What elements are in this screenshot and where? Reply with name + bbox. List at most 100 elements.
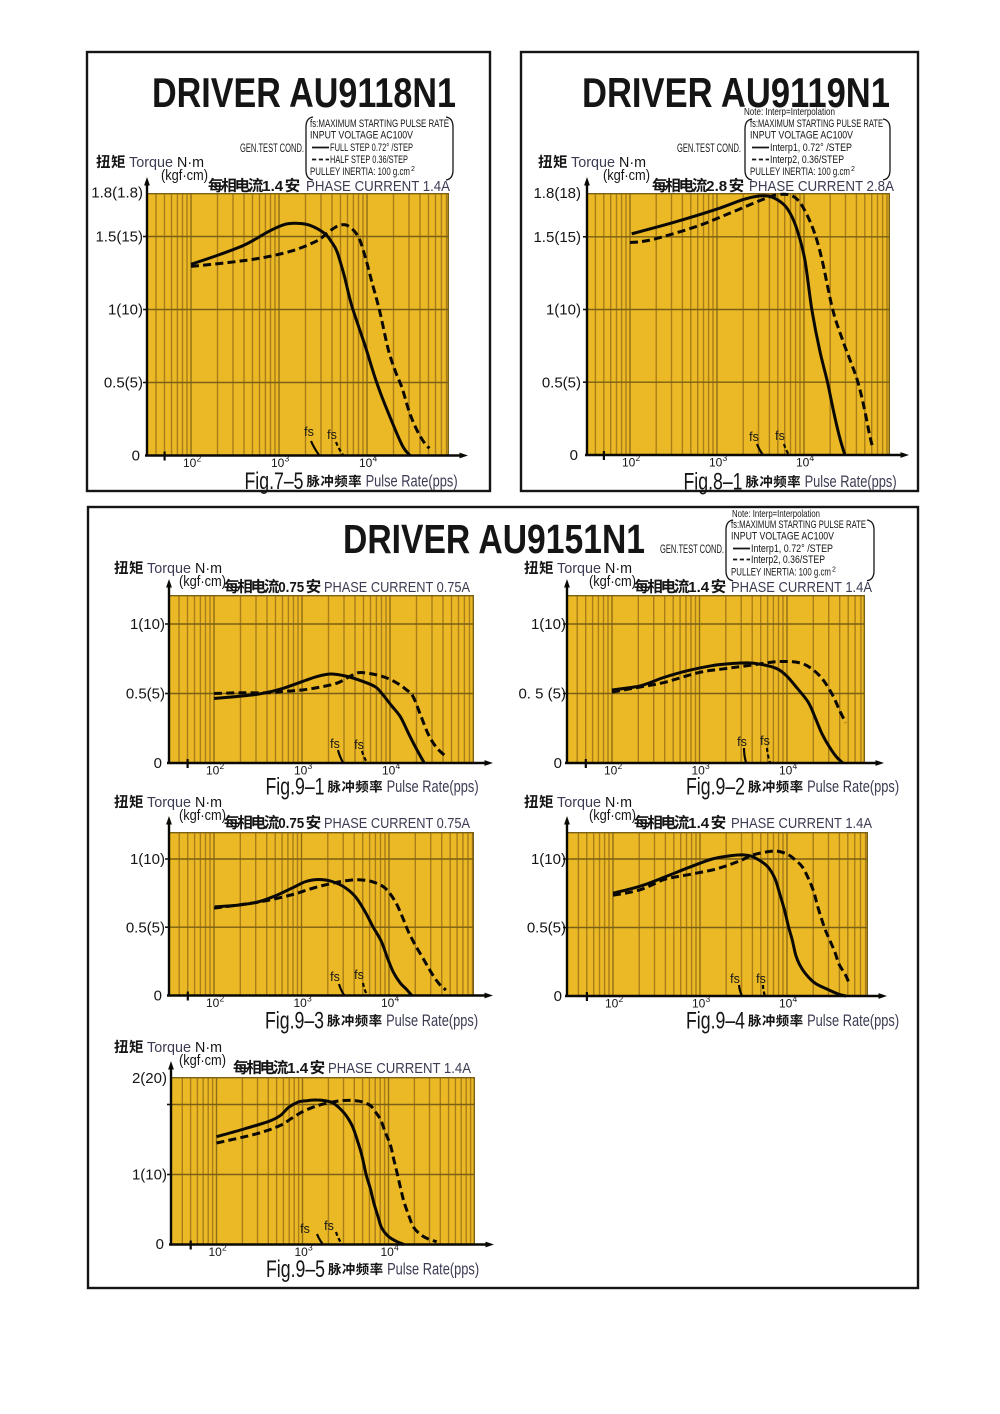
svg-text:1(10): 1(10): [531, 851, 566, 868]
svg-text:0: 0: [554, 755, 562, 772]
svg-text:10: 10: [271, 456, 285, 470]
svg-text:Fig.9–2: Fig.9–2: [686, 774, 745, 801]
svg-text:fs: fs: [756, 972, 766, 986]
svg-text:10: 10: [692, 764, 706, 778]
svg-text:0: 0: [156, 1236, 164, 1253]
svg-text:PULLEY INERTIA: 100 g.cm: PULLEY INERTIA: 100 g.cm: [310, 166, 410, 178]
svg-text:10: 10: [206, 764, 220, 778]
svg-text:0.5(5): 0.5(5): [104, 375, 143, 392]
svg-text:10: 10: [183, 456, 197, 470]
svg-text:10: 10: [209, 1245, 223, 1259]
svg-text:2: 2: [220, 994, 225, 1004]
svg-text:Torque: Torque: [147, 1040, 191, 1056]
svg-text:Fig.9–3: Fig.9–3: [265, 1008, 324, 1035]
svg-text:4: 4: [396, 761, 401, 771]
svg-text:1.4: 1.4: [262, 179, 283, 195]
svg-text:1.4: 1.4: [287, 1061, 308, 1077]
svg-text:Pulse Rate(pps): Pulse Rate(pps): [387, 1260, 479, 1279]
svg-text:0.5(5): 0.5(5): [126, 919, 165, 936]
svg-text:2.8: 2.8: [706, 179, 727, 195]
svg-text:fs: fs: [775, 429, 785, 443]
svg-text:(kgf·cm): (kgf·cm): [161, 168, 208, 184]
svg-text:0. 5 (5): 0. 5 (5): [518, 686, 566, 703]
svg-text:2: 2: [197, 454, 202, 464]
svg-text:10: 10: [779, 764, 793, 778]
svg-text:N·m: N·m: [195, 1040, 222, 1056]
svg-text:Torque: Torque: [129, 155, 173, 171]
svg-text:3: 3: [706, 994, 711, 1004]
svg-text:0: 0: [154, 755, 162, 772]
svg-text:0.5(5): 0.5(5): [527, 920, 566, 937]
svg-text:Fig.9–1: Fig.9–1: [266, 774, 325, 801]
svg-text:Interp2, 0.36/STEP: Interp2, 0.36/STEP: [770, 154, 844, 166]
svg-text:4: 4: [373, 454, 378, 464]
svg-text:fs: fs: [330, 737, 340, 751]
svg-text:10: 10: [206, 996, 220, 1010]
svg-text:4: 4: [395, 994, 400, 1004]
svg-text:1.4: 1.4: [688, 580, 709, 596]
svg-text:Torque: Torque: [557, 795, 601, 811]
svg-text:fs: fs: [749, 430, 759, 444]
svg-text:GEN.TEST COND.: GEN.TEST COND.: [240, 141, 304, 155]
svg-text:2: 2: [832, 567, 836, 574]
svg-text:(kgf·cm): (kgf·cm): [179, 808, 226, 824]
svg-text:fs: fs: [354, 968, 364, 982]
svg-text:2: 2: [619, 994, 624, 1004]
svg-text:INPUT VOLTAGE AC100V: INPUT VOLTAGE AC100V: [731, 531, 835, 543]
svg-text:2: 2: [222, 1243, 227, 1253]
svg-text:Torque: Torque: [147, 795, 191, 811]
svg-text:1.8(18): 1.8(18): [533, 185, 581, 202]
svg-text:4: 4: [793, 994, 798, 1004]
svg-text:GEN.TEST COND.: GEN.TEST COND.: [660, 542, 724, 556]
svg-text:PHASE CURRENT 1.4A: PHASE CURRENT 1.4A: [328, 1060, 472, 1077]
svg-text:(kgf·cm): (kgf·cm): [603, 168, 650, 184]
svg-text:PULLEY INERTIA: 100 g.cm: PULLEY INERTIA: 100 g.cm: [750, 166, 850, 178]
svg-text:N·m: N·m: [605, 561, 632, 577]
svg-text:(kgf·cm): (kgf·cm): [179, 1053, 226, 1069]
svg-text:fs: fs: [354, 738, 364, 752]
svg-text:PHASE CURRENT 2.8A: PHASE CURRENT 2.8A: [749, 178, 895, 195]
svg-text:Pulse Rate(pps): Pulse Rate(pps): [807, 777, 899, 796]
svg-text:Fig.8–1: Fig.8–1: [684, 469, 743, 496]
svg-text:3: 3: [307, 994, 312, 1004]
svg-text:PHASE CURRENT 1.4A: PHASE CURRENT 1.4A: [731, 579, 873, 596]
svg-text:fs:MAXIMUM STARTING PULSE RATE: fs:MAXIMUM STARTING PULSE RATE: [310, 118, 449, 130]
svg-text:10: 10: [622, 456, 636, 470]
svg-text:10: 10: [359, 456, 373, 470]
svg-text:0.5(5): 0.5(5): [542, 374, 581, 391]
svg-text:fs:MAXIMUM STARTING PULSE RATE: fs:MAXIMUM STARTING PULSE RATE: [750, 118, 883, 130]
svg-text:10: 10: [294, 996, 308, 1010]
svg-text:N·m: N·m: [605, 795, 632, 811]
svg-text:2: 2: [411, 166, 415, 173]
svg-text:10: 10: [294, 764, 308, 778]
svg-text:1(10): 1(10): [130, 616, 165, 633]
svg-text:1(10): 1(10): [132, 1167, 167, 1184]
svg-text:Fig.9–4: Fig.9–4: [686, 1008, 745, 1035]
svg-text:10: 10: [779, 997, 793, 1011]
svg-text:PHASE CURRENT 0.75A: PHASE CURRENT 0.75A: [324, 815, 471, 832]
svg-text:3: 3: [723, 453, 728, 463]
svg-text:Pulse Rate(pps): Pulse Rate(pps): [387, 777, 479, 796]
svg-text:10: 10: [692, 997, 706, 1011]
svg-text:10: 10: [709, 456, 723, 470]
svg-text:10: 10: [604, 764, 618, 778]
svg-text:4: 4: [810, 453, 815, 463]
svg-text:3: 3: [705, 761, 710, 771]
svg-text:1(10): 1(10): [130, 851, 165, 868]
svg-text:10: 10: [796, 456, 810, 470]
svg-text:Torque: Torque: [557, 561, 601, 577]
svg-text:Pulse Rate(pps): Pulse Rate(pps): [807, 1011, 899, 1030]
svg-text:PHASE CURRENT 0.75A: PHASE CURRENT 0.75A: [324, 579, 471, 596]
svg-text:Note: Interp=Interpolation: Note: Interp=Interpolation: [732, 509, 820, 520]
svg-text:10: 10: [382, 764, 396, 778]
svg-text:fs: fs: [304, 425, 314, 439]
svg-text:Interp1, 0.72° /STEP: Interp1, 0.72° /STEP: [770, 142, 852, 154]
svg-text:2: 2: [618, 761, 623, 771]
svg-text:Torque: Torque: [147, 561, 191, 577]
svg-text:DRIVER AU9119N1: DRIVER AU9119N1: [582, 69, 890, 116]
svg-text:1.5(15): 1.5(15): [95, 229, 143, 246]
svg-text:INPUT VOLTAGE AC100V: INPUT VOLTAGE AC100V: [750, 130, 854, 142]
svg-text:1.8(1.8): 1.8(1.8): [91, 185, 143, 202]
svg-text:fs: fs: [300, 1222, 310, 1236]
svg-text:PHASE CURRENT 1.4A: PHASE CURRENT 1.4A: [306, 178, 451, 195]
